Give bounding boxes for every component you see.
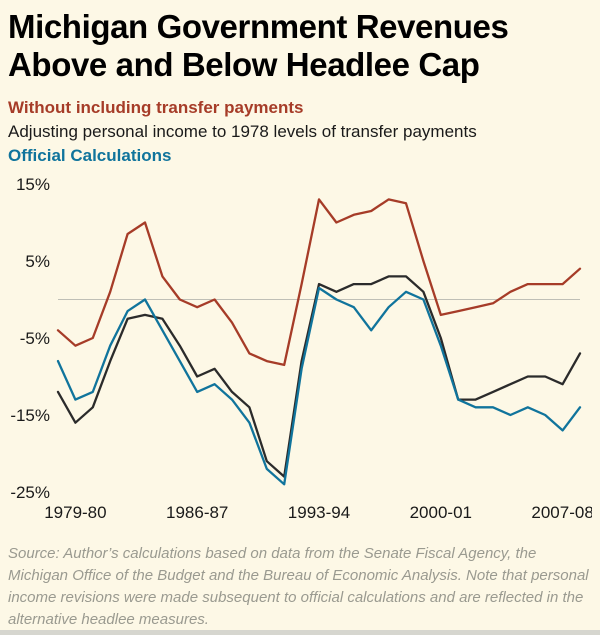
footer-bar	[0, 630, 600, 635]
y-axis-tick-label: -15%	[10, 406, 50, 425]
y-axis-tick-label: 15%	[16, 175, 50, 194]
y-axis-tick-label: 5%	[25, 252, 50, 271]
chart-title-line2: Above and Below Headlee Cap	[8, 45, 480, 83]
x-axis-tick-label: 2007-08	[531, 503, 592, 522]
x-axis-tick-label: 2000-01	[410, 503, 472, 522]
x-axis-tick-label: 1993-94	[288, 503, 350, 522]
line-chart: 15% 5% -5% -15% -25% 1979-80 1986-87 1993-94 200…	[8, 174, 593, 531]
y-axis-tick-label: -5%	[20, 329, 50, 348]
series-line-1	[56, 275, 582, 479]
series-line-2	[56, 287, 582, 486]
series-line-0	[56, 198, 582, 367]
source-note: Source: Author’s calculations based on d…	[8, 545, 589, 628]
legend: Without including transfer payments Adju…	[8, 96, 592, 168]
legend-entry-without-transfer-payments: Without including transfer payments	[8, 97, 304, 117]
line-chart-svg: 15% 5% -5% -15% -25%1979-80 1986-87 1993-94 200…	[10, 175, 593, 522]
legend-entry-official-calculations: Official Calculations	[8, 146, 172, 166]
x-axis-tick-label: 1986-87	[166, 503, 228, 522]
chart-title-line1: Michigan Government Revenues	[8, 8, 509, 45]
chart-title: Michigan Government Revenues Above and B…	[8, 8, 592, 84]
y-axis-tick-label: -25%	[10, 483, 50, 502]
legend-entry-adjusted-personal-income: Adjusting personal income to 1978 levels…	[8, 122, 477, 141]
x-axis-tick-label: 1979-80	[44, 503, 106, 522]
